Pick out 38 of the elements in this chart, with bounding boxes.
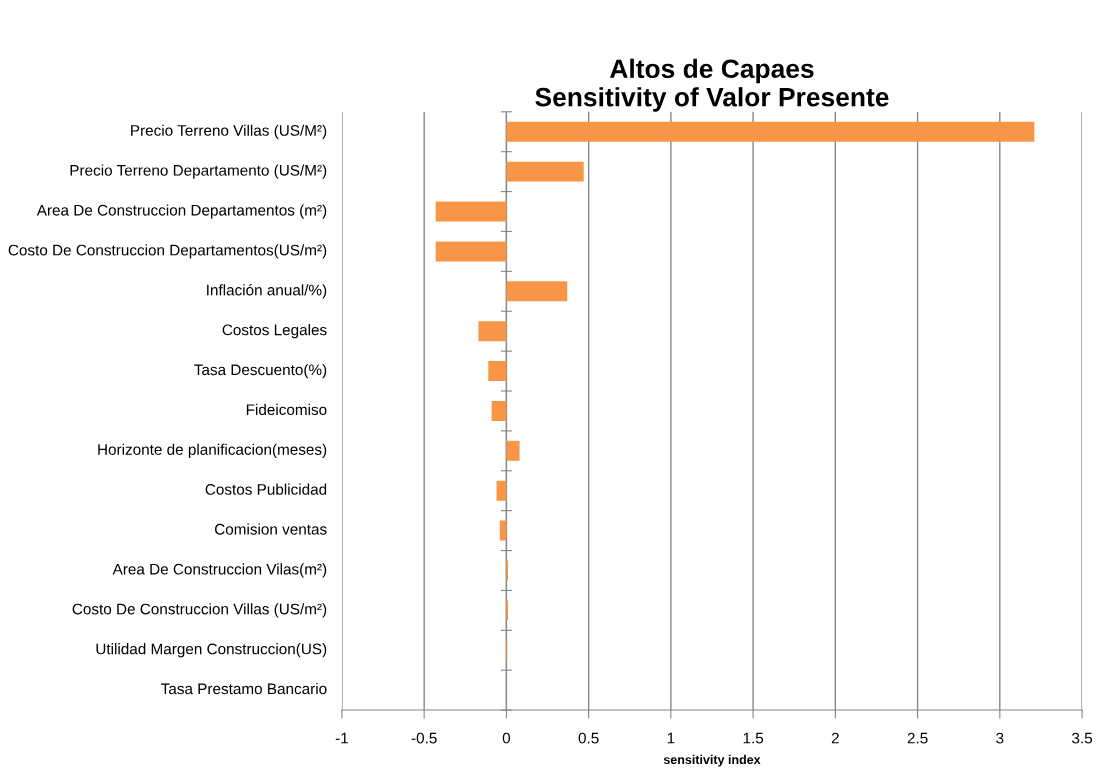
bar xyxy=(506,440,520,461)
x-tick-label: 1.5 xyxy=(743,732,764,744)
x-tick-label: 0.5 xyxy=(578,732,599,744)
x-tick-label: 1 xyxy=(667,732,675,744)
x-tick-label: 2 xyxy=(831,732,839,744)
y-tick-label: Utilidad Margen Construccion(US) xyxy=(96,643,327,658)
bar xyxy=(435,201,507,222)
bar xyxy=(506,281,568,302)
y-tick-label: Costo De Construccion Villas (US/m²) xyxy=(72,603,327,618)
y-tick-label: Tasa Prestamo Bancario xyxy=(161,682,327,695)
y-tick-label: Fideicomiso xyxy=(246,403,327,416)
bar xyxy=(491,400,507,421)
y-tick-label: Precio Terreno Villas (US/M²) xyxy=(131,124,327,139)
x-tick-label: -0.5 xyxy=(411,732,437,744)
bar xyxy=(499,520,507,541)
y-tick-label: Costo De Construccion Departamentos(US/m²) xyxy=(8,244,327,259)
y-tick-label: Inflación anual/%) xyxy=(207,284,327,299)
bar xyxy=(488,361,507,382)
x-axis-title: sensitivity index xyxy=(663,754,761,767)
x-tick-label: 0 xyxy=(502,732,511,744)
bar xyxy=(435,241,507,262)
y-tick-label: Area De Construccion Vilas(m²) xyxy=(112,563,327,578)
y-tick-label: Tasa Descuento(%) xyxy=(194,363,327,379)
y-tick-label: Costos Legales xyxy=(222,324,327,339)
y-tick-label: Horizonte de planificacion(meses) xyxy=(98,443,327,458)
bar xyxy=(496,480,507,501)
y-tick-label: Precio Terreno Departamento (US/M²) xyxy=(70,164,327,179)
bar xyxy=(506,121,1035,142)
x-tick-label: 3.5 xyxy=(1072,732,1093,744)
y-tick-label: Area De Construccion Departamentos (m²) xyxy=(36,204,327,219)
y-tick-label: Costos Publicidad xyxy=(205,483,327,495)
bar xyxy=(478,321,507,342)
bar xyxy=(506,161,584,182)
x-tick-label: 3 xyxy=(996,732,1004,744)
x-tick-label: -1 xyxy=(335,732,348,744)
x-tick-label: 2.5 xyxy=(907,732,928,744)
y-tick-label: Comision ventas xyxy=(214,523,327,535)
chart-title: Altos de Capaes Sensitivity of Valor Presente xyxy=(535,58,889,112)
